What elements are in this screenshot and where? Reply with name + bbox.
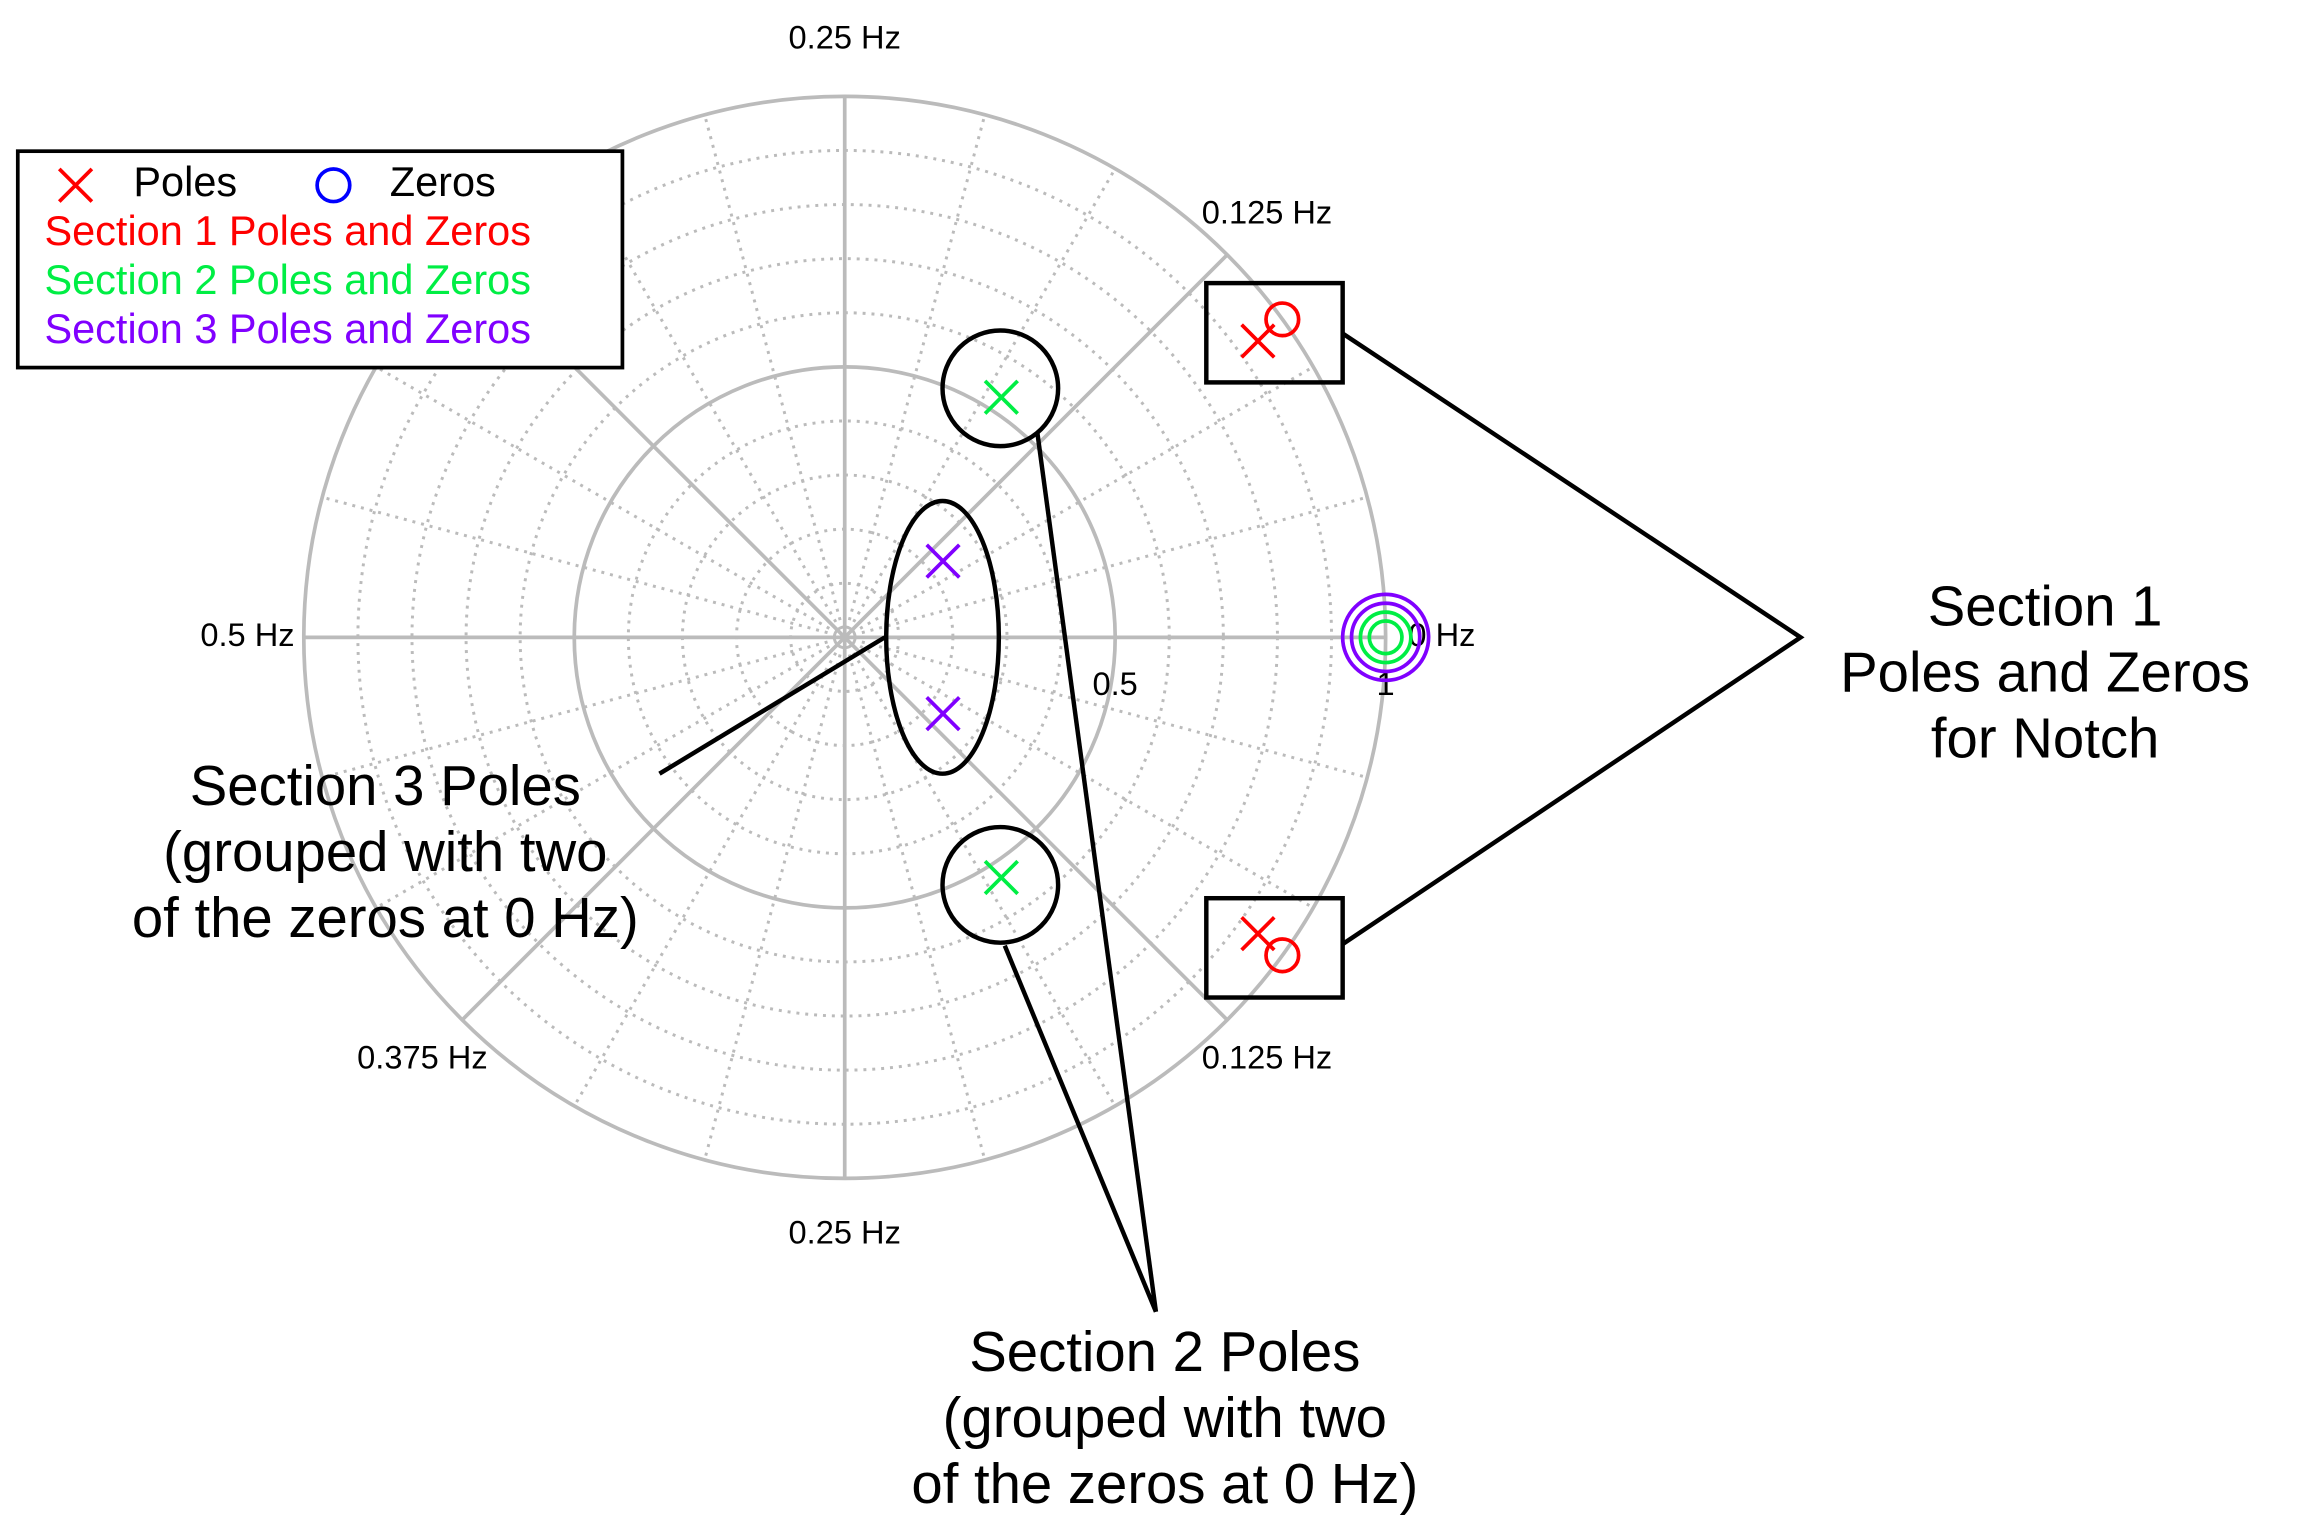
minor-grid-spoke [843,168,1117,639]
theta-tick-label: 0.25 Hz [789,19,901,56]
minor-grid-spoke [843,365,1314,639]
minor-grid-spoke [843,114,987,638]
theta-tick-label: 0.375 Hz [357,1038,487,1075]
zero-marker [1340,592,1431,683]
highlight-circle [940,328,1061,449]
theta-tick-label: 0.125 Hz [1202,1038,1332,1075]
highlight-box [1204,280,1345,385]
minor-grid-spoke [844,495,1368,639]
pole-marker [925,543,961,579]
annotation: of the zeros at 0 Hz) [911,1452,1418,1515]
annotation: (grouped with two [943,1386,1387,1449]
minor-grid-spoke [321,635,846,779]
pole-marker [925,695,961,732]
r-tick-label: 1 [1377,665,1395,702]
r-tick-label: 0.5 [1093,665,1138,702]
highlight-circle [940,824,1061,945]
legend-entry: Section 1 Poles and Zeros [44,207,531,254]
grid-ring [572,364,1118,910]
theta-tick-label: 0.5 Hz [200,616,294,653]
plot-marks [925,301,1431,974]
highlight-box [1204,895,1345,1000]
theta-tick-label: 0.25 Hz [789,1213,901,1250]
annotation: Section 3 Poles [190,754,581,817]
minor-grid-spoke [573,168,847,639]
callout-line [658,635,886,776]
polar-grid: 0.5 10.25 Hz0.125 Hz0 Hz0.125 Hz0.25 Hz0.… [200,19,1475,1251]
minor-grid-spoke [703,114,847,638]
legend-entry: Section 3 Poles and Zeros [44,305,531,352]
annotation: Section 2 Poles [969,1320,1360,1383]
callout-line [1341,331,1805,947]
annotation: (grouped with two [163,820,607,883]
highlight-ellipse [883,498,1002,776]
minor-grid-spoke [321,495,846,639]
legend-entry: Section 2 Poles and Zeros [44,256,531,303]
minor-grid-spoke [843,636,1314,910]
zero-marker [1264,301,1301,338]
minor-grid-spoke [843,636,1117,1107]
annotation: Section 1 [1928,575,2163,638]
minor-grid-spoke [375,636,846,910]
pole-marker [983,859,1019,896]
grid-ring [301,94,1388,1181]
callout-line [1002,944,1158,1313]
zero-marker [1367,619,1404,656]
zero-marker [1358,610,1413,665]
legend-box [15,149,625,370]
pole-marker [983,379,1019,415]
legend-label: Poles [133,158,237,205]
minor-grid-spoke [375,365,846,639]
legend-label: Zeros [390,158,496,205]
theta-tick-label: 0.125 Hz [1202,194,1332,231]
legend-pole-marker [57,167,94,203]
zero-marker [1349,601,1422,674]
minor-grid-spoke [844,635,1368,779]
callout-line [1035,432,1159,1313]
annotation: Poles and Zeros [1840,640,2250,703]
minor-grid-spoke [843,636,987,1161]
annotation: of the zeros at 0 Hz) [132,886,639,949]
minor-grid-spoke [703,636,847,1161]
callouts [658,280,1805,1313]
zero-marker [1264,937,1301,974]
annotation: for Notch [1931,706,2159,769]
legend-zero-marker [315,167,352,204]
minor-grid-spoke [573,636,847,1107]
